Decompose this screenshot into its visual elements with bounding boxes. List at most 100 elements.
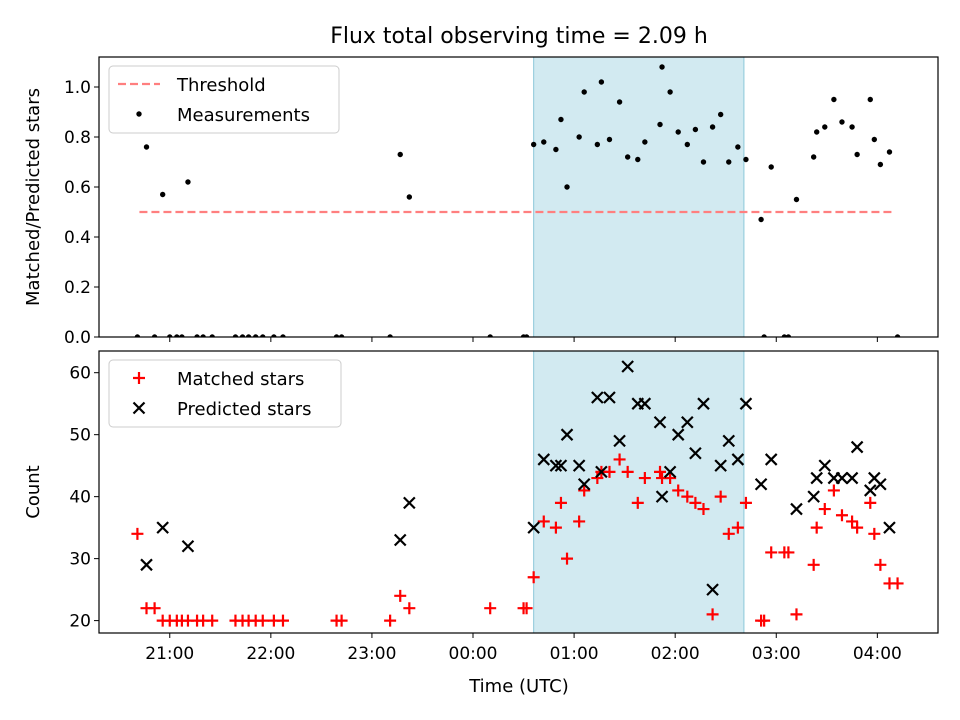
matched-star-marker [782, 546, 795, 559]
matched-star-marker [758, 614, 771, 627]
measurement-marker [894, 334, 901, 337]
measurement-marker [581, 89, 587, 95]
bottom-y-axis-label: Count [23, 465, 44, 518]
matched-star-marker [689, 496, 702, 509]
x-axis-label: Time (UTC) [468, 676, 569, 697]
measurement-marker [657, 121, 663, 128]
measurement-marker [768, 164, 774, 170]
measurement-marker [167, 334, 173, 337]
measurement-marker [761, 334, 767, 337]
matched-star-marker [874, 558, 887, 571]
matched-star-marker [714, 490, 727, 503]
measurement-marker [854, 151, 860, 158]
y-tick-label: 50 [69, 426, 91, 446]
predicted-star-marker [790, 502, 803, 516]
predicted-star-marker [863, 484, 877, 497]
predicted-star-marker [393, 533, 407, 547]
predicted-star-marker [818, 459, 832, 472]
matched-star-marker [638, 472, 651, 485]
measurement-marker [194, 334, 200, 337]
matched-star-marker [276, 614, 289, 627]
predicted-star-marker [663, 465, 677, 479]
x-tick-label: 02:00 [651, 644, 700, 664]
bottom-axes-frame [98, 350, 939, 634]
matched-star-marker [706, 608, 719, 621]
y-tick-label: 0.0 [64, 328, 91, 348]
measurement-marker [564, 184, 570, 190]
matched-star-marker [818, 503, 831, 516]
predicted-star-marker [156, 521, 169, 534]
measurement-marker [523, 334, 530, 337]
predicted-star-marker [883, 521, 896, 534]
matched-star-marker [206, 614, 219, 627]
measurement-marker [174, 334, 180, 337]
predicted-star-marker [681, 415, 694, 429]
measurement-marker [813, 129, 820, 135]
measurement-marker [179, 334, 185, 337]
matched-star-marker [256, 614, 269, 627]
measurement-marker [700, 159, 707, 165]
measurement-marker [642, 139, 648, 145]
matched-star-marker [851, 521, 864, 534]
top-y-axis-label: Matched/Predicted stars [23, 88, 44, 306]
measurement-marker [143, 144, 150, 150]
matched-star-marker [846, 515, 859, 528]
matched-star-marker [621, 465, 634, 478]
predicted-star-marker [714, 459, 727, 472]
measurement-marker [624, 154, 631, 160]
matched-star-marker [591, 472, 604, 485]
measurement-marker [487, 334, 493, 337]
figure-title: Flux total observing time = 2.09 h [330, 24, 708, 49]
measurement-marker [822, 124, 828, 130]
measurement-marker [758, 216, 764, 223]
matched-star-marker [681, 490, 694, 503]
matched-star-marker [864, 496, 877, 509]
measurement-marker [735, 144, 741, 150]
top-y-ticks: 0.0 0.2 0.4 0.6 0.8 1.0 [64, 78, 99, 348]
matched-star-marker [549, 521, 562, 534]
predicted-star-marker [621, 360, 634, 373]
predicted-star-marker [554, 459, 568, 472]
measurement-marker [200, 334, 206, 337]
predicted-star-marker [874, 477, 887, 491]
measurement-marker [635, 156, 641, 163]
matched-star-marker [537, 515, 550, 528]
predicted-star-marker [807, 490, 820, 503]
matched-star-marker [810, 521, 823, 534]
measurement-marker [867, 96, 873, 103]
matched-star-marker [672, 484, 685, 497]
y-tick-label: 0.6 [64, 178, 91, 198]
legend-box [108, 65, 340, 134]
matched-star-marker [384, 614, 397, 627]
measurement-marker [134, 334, 141, 337]
predicted-star-marker [527, 521, 540, 534]
matched-star-marker [664, 472, 677, 485]
matched-star-marker [131, 527, 144, 540]
predicted-star-marker [850, 440, 864, 454]
measurement-marker [831, 96, 837, 103]
measurement-marker [151, 334, 158, 337]
y-tick-label: 20 [69, 612, 91, 632]
measurement-marker [871, 136, 878, 143]
measurement-points [134, 64, 901, 337]
top-legend: Threshold Measurements [108, 65, 340, 134]
measurement-marker [675, 129, 681, 135]
predicted-star-marker [403, 496, 416, 510]
predicted-star-marker [591, 391, 604, 404]
top-highlight-span [533, 56, 745, 338]
measurement-marker [616, 99, 623, 105]
matched-star-marker [335, 614, 348, 627]
measurement-marker [839, 119, 845, 125]
predicted-star-marker [754, 477, 768, 491]
top-x-ticks [169, 337, 878, 342]
measurement-marker [333, 334, 340, 337]
predicted-star-marker [706, 583, 719, 596]
measurement-marker [260, 334, 266, 337]
matched-star-marker [403, 602, 416, 615]
measurement-marker [271, 334, 277, 337]
matched-star-marker [394, 589, 407, 602]
bottom-legend: Matched stars Predicted stars [108, 359, 342, 428]
top-panel: 0.0 0.2 0.4 0.6 0.8 1.0 Matched/Predicted sta… [23, 56, 939, 348]
predicted-star-marker [638, 397, 652, 410]
predicted-star-marker [549, 459, 563, 472]
